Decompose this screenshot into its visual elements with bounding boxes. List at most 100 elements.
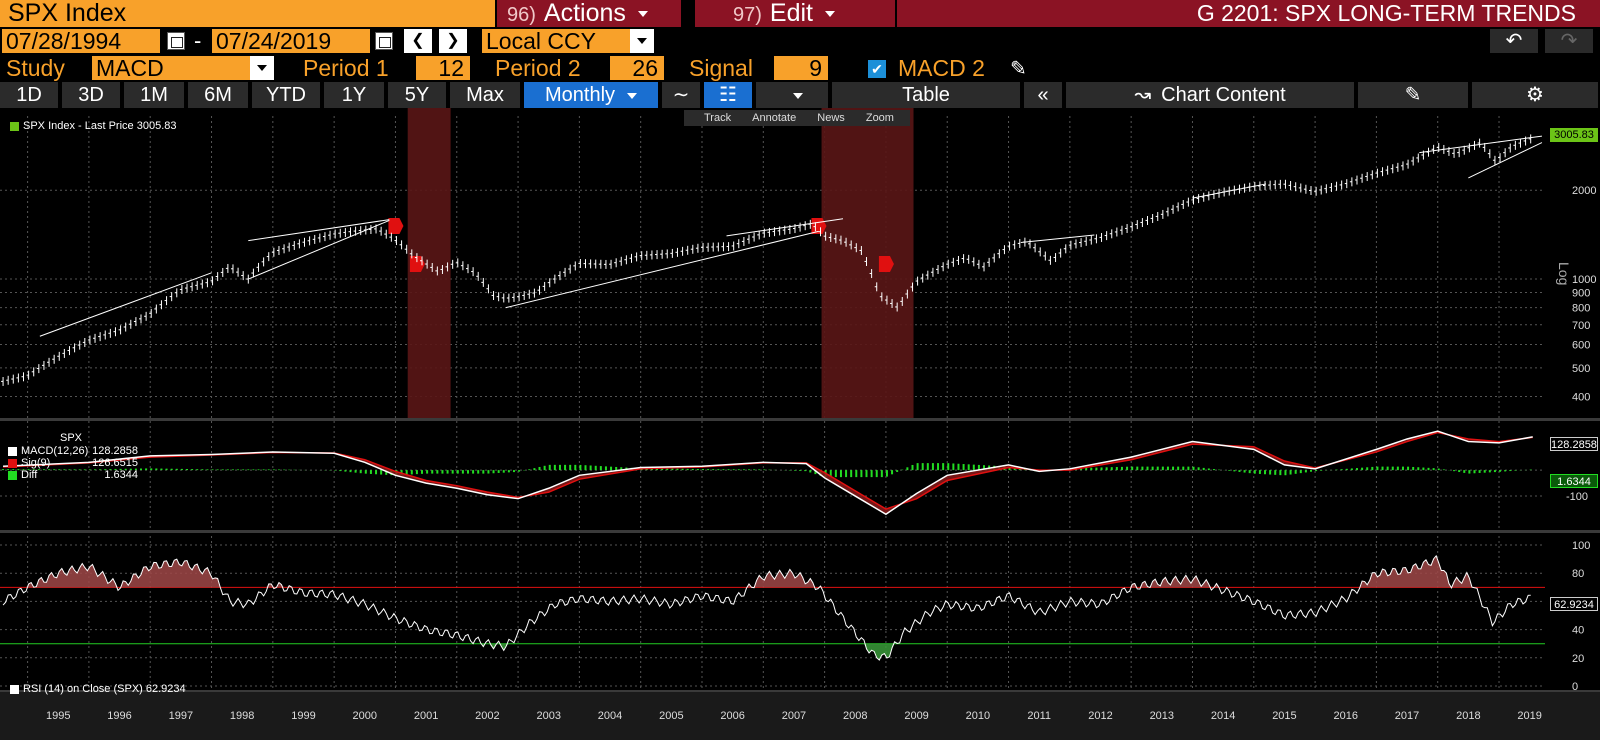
- range-ytd-button[interactable]: YTD: [252, 82, 322, 108]
- redo-button[interactable]: ↷: [1545, 29, 1593, 53]
- range-5y-button[interactable]: 5Y: [388, 82, 448, 108]
- range-1d-button[interactable]: 1D: [0, 82, 60, 108]
- x-tick-label: 1999: [291, 710, 315, 722]
- end-calendar-icon[interactable]: [375, 32, 393, 50]
- ticker-text: SPX Index: [8, 0, 127, 27]
- chevron-down-icon: [257, 65, 267, 71]
- signal-label: Signal: [689, 55, 753, 81]
- sig-legend-name: Sig(9): [21, 457, 51, 469]
- rsi-y-tick-label: 80: [1572, 568, 1584, 580]
- x-tick-label: 1997: [169, 710, 193, 722]
- settings-button[interactable]: ⚙: [1472, 82, 1600, 108]
- macd-y-tick-label: -100: [1566, 491, 1588, 503]
- start-calendar-icon[interactable]: [167, 32, 185, 50]
- pencil-icon[interactable]: ✎: [1010, 58, 1027, 80]
- track-tool[interactable]: Track: [704, 112, 732, 124]
- chart-area[interactable]: 1995 1996 1997 1998 1999 2000 2001 2002 2003 2004…: [0, 108, 1600, 740]
- last-price-label: 3005.83: [1550, 128, 1598, 142]
- x-tick-label: 2015: [1272, 710, 1296, 722]
- date-separator: -: [194, 28, 202, 53]
- edit-label: Edit: [769, 0, 813, 27]
- end-date-text: 07/24/2019: [216, 28, 332, 54]
- period1-input[interactable]: 12: [416, 56, 470, 80]
- macd2-checkbox[interactable]: ✔: [868, 60, 886, 78]
- actions-menu-button[interactable]: 96) Actions: [497, 0, 681, 27]
- legend-swatch-rsi: [10, 684, 19, 694]
- start-date-text: 07/28/1994: [6, 28, 122, 54]
- edit-menu-button[interactable]: 97) Edit: [695, 0, 895, 27]
- trend-line: [248, 219, 390, 242]
- range-1m-button[interactable]: 1M: [124, 82, 186, 108]
- x-tick-label: 1996: [107, 710, 131, 722]
- rsi-legend-text: RSI (14) on Close (SPX) 62.9234: [23, 683, 186, 695]
- actions-label: Actions: [543, 0, 626, 27]
- redo-icon: ↷: [1560, 30, 1578, 52]
- period2-input[interactable]: 26: [610, 56, 664, 80]
- diff-legend-row: Diff 1.6344: [8, 469, 138, 481]
- chart-content-button[interactable]: ↝ Chart Content: [1066, 82, 1356, 108]
- ticker-field[interactable]: SPX Index: [0, 0, 495, 27]
- event-marker: [409, 256, 425, 272]
- range-3d-button[interactable]: 3D: [62, 82, 122, 108]
- macd-signal-line: [3, 431, 1533, 510]
- range-max-button[interactable]: Max: [450, 82, 522, 108]
- x-tick-label: 2007: [782, 710, 806, 722]
- chevron-right-icon: ❯: [446, 32, 460, 49]
- currency-select[interactable]: Local CCY: [482, 29, 630, 53]
- x-axis-strip: [0, 692, 1600, 740]
- next-period-button[interactable]: ❯: [439, 29, 467, 53]
- edit-num: 97): [733, 4, 762, 26]
- panel-divider: [0, 418, 1600, 421]
- study-label: Study: [6, 55, 65, 81]
- chevron-down-icon: [637, 38, 647, 44]
- price-y-tick-label: 600: [1572, 340, 1590, 352]
- range-1y-button[interactable]: 1Y: [324, 82, 386, 108]
- frequency-text: Monthly: [544, 84, 616, 106]
- panel-divider: [0, 530, 1600, 533]
- chart-type-dropdown[interactable]: [756, 82, 830, 108]
- page-title: G 2201: SPX LONG-TERM TRENDS: [897, 0, 1600, 27]
- gear-icon: ⚙: [1526, 84, 1544, 106]
- x-tick-label: 2014: [1211, 710, 1235, 722]
- currency-text: Local CCY: [486, 28, 596, 54]
- diff-legend-value: 1.6344: [104, 469, 138, 481]
- x-tick-label: 2002: [475, 710, 499, 722]
- rsi-last-label: 62.9234: [1550, 597, 1598, 611]
- line-chart-button[interactable]: ∼: [662, 82, 702, 108]
- start-date-input[interactable]: 07/28/1994: [2, 29, 160, 53]
- x-tick-label: 1998: [230, 710, 254, 722]
- range-6m-button[interactable]: 6M: [188, 82, 250, 108]
- diff-legend-name: Diff: [21, 469, 38, 481]
- end-date-input[interactable]: 07/24/2019: [212, 29, 370, 53]
- macd-legend-row: MACD(12,26) 128.2858: [8, 445, 138, 457]
- previous-period-button[interactable]: ❮: [404, 29, 432, 53]
- signal-input[interactable]: 9: [774, 56, 828, 80]
- price-y-tick-label: 500: [1572, 363, 1590, 375]
- chevron-down-icon: [793, 92, 803, 99]
- table-button[interactable]: Table: [832, 82, 1022, 108]
- sig-legend-row: Sig(9) 126.6515: [8, 457, 138, 469]
- news-tool[interactable]: News: [817, 112, 845, 124]
- legend-swatch-diff: [8, 470, 17, 480]
- study-value: MACD: [96, 55, 164, 81]
- rsi-overbought-fill: [3, 555, 1531, 588]
- rsi-y-tick-label: 40: [1572, 625, 1584, 637]
- trend-line: [1192, 183, 1267, 199]
- bar-chart-button[interactable]: ☷: [704, 82, 754, 108]
- zoom-tool[interactable]: Zoom: [865, 112, 894, 124]
- diff-last-label: 1.6344: [1550, 474, 1598, 488]
- undo-button[interactable]: ↶: [1490, 29, 1538, 53]
- event-marker: [878, 256, 894, 272]
- x-tick-label: 2019: [1517, 710, 1541, 722]
- x-tick-label: 1995: [46, 710, 70, 722]
- frequency-select[interactable]: Monthly: [524, 82, 660, 108]
- edit-chart-button[interactable]: ✎: [1358, 82, 1470, 108]
- collapse-button[interactable]: «: [1024, 82, 1064, 108]
- macd-legend: MACD(12,26) 128.2858 Sig(9) 126.6515 Diff 1…: [8, 445, 138, 481]
- currency-dropdown-button[interactable]: [630, 29, 654, 53]
- study-select[interactable]: MACD: [92, 56, 250, 80]
- panel-divider: [0, 690, 1600, 693]
- study-dropdown-button[interactable]: [250, 56, 274, 80]
- annotate-tool[interactable]: Annotate: [752, 112, 797, 124]
- recession-band: [821, 108, 914, 418]
